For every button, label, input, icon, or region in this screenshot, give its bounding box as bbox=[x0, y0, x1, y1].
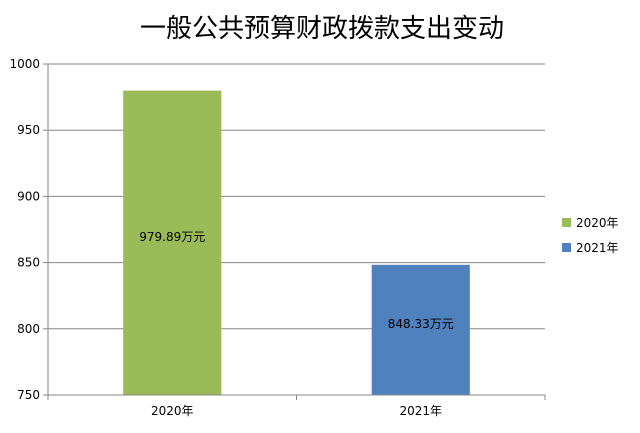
data-labels: 979.89万元 848.33万元 bbox=[139, 230, 454, 331]
axes bbox=[47, 64, 545, 396]
legend-label: 2021年 bbox=[576, 241, 619, 255]
y-tick-label: 850 bbox=[17, 256, 40, 270]
x-axis-ticks: 2020年 2021年 bbox=[47, 395, 546, 418]
y-tick-label: 900 bbox=[17, 189, 40, 203]
x-tick-label: 2020年 bbox=[151, 404, 194, 418]
y-tick-label: 750 bbox=[17, 388, 40, 402]
legend-swatch bbox=[562, 243, 571, 252]
gridlines bbox=[48, 63, 545, 330]
x-tick-label: 2021年 bbox=[399, 404, 442, 418]
y-tick-label: 950 bbox=[17, 123, 40, 137]
legend-swatch bbox=[562, 218, 571, 227]
y-axis-ticks: 750 800 850 900 950 1000 bbox=[9, 57, 48, 402]
y-tick-label: 800 bbox=[17, 322, 40, 336]
y-tick-label: 1000 bbox=[9, 57, 40, 71]
legend-label: 2020年 bbox=[576, 216, 619, 230]
bar-1 bbox=[123, 90, 222, 395]
data-label: 848.33万元 bbox=[388, 317, 454, 331]
bar-2 bbox=[371, 264, 470, 395]
bars bbox=[123, 90, 470, 395]
legend: 2020年 2021年 bbox=[562, 216, 619, 255]
data-label: 979.89万元 bbox=[139, 230, 205, 244]
chart-title: 一般公共预算财政拨款支出变动 bbox=[140, 14, 504, 44]
